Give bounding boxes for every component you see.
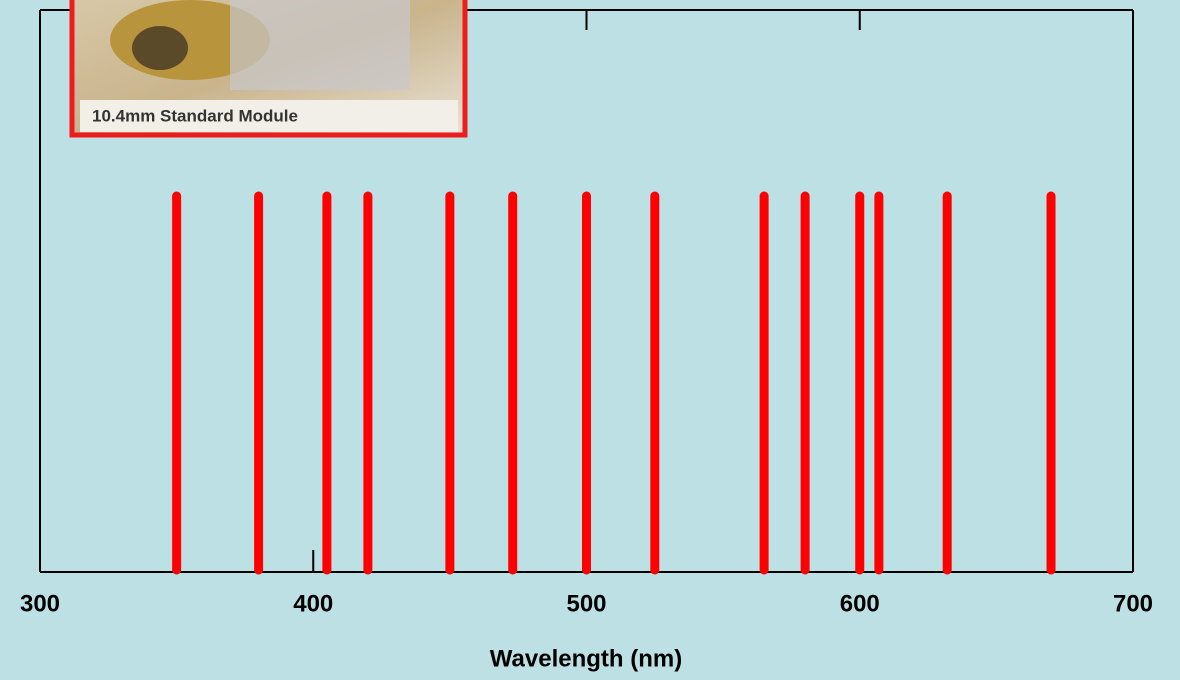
x-tick-label: 600: [840, 590, 880, 617]
module-lens: [132, 26, 188, 70]
inset-caption: 10.4mm Standard Module: [92, 106, 298, 125]
x-tick-label: 500: [566, 590, 606, 617]
inset: 10.4mm Standard Module: [72, 0, 465, 135]
x-axis-label: Wavelength (nm): [490, 645, 682, 672]
x-tick-label: 300: [20, 590, 60, 617]
x-tick-label: 400: [293, 590, 333, 617]
x-tick-label: 700: [1113, 590, 1153, 617]
module-label: [230, 0, 410, 90]
chart: 10.4mm Standard Module Wavelength (nm) 3…: [0, 0, 1180, 680]
